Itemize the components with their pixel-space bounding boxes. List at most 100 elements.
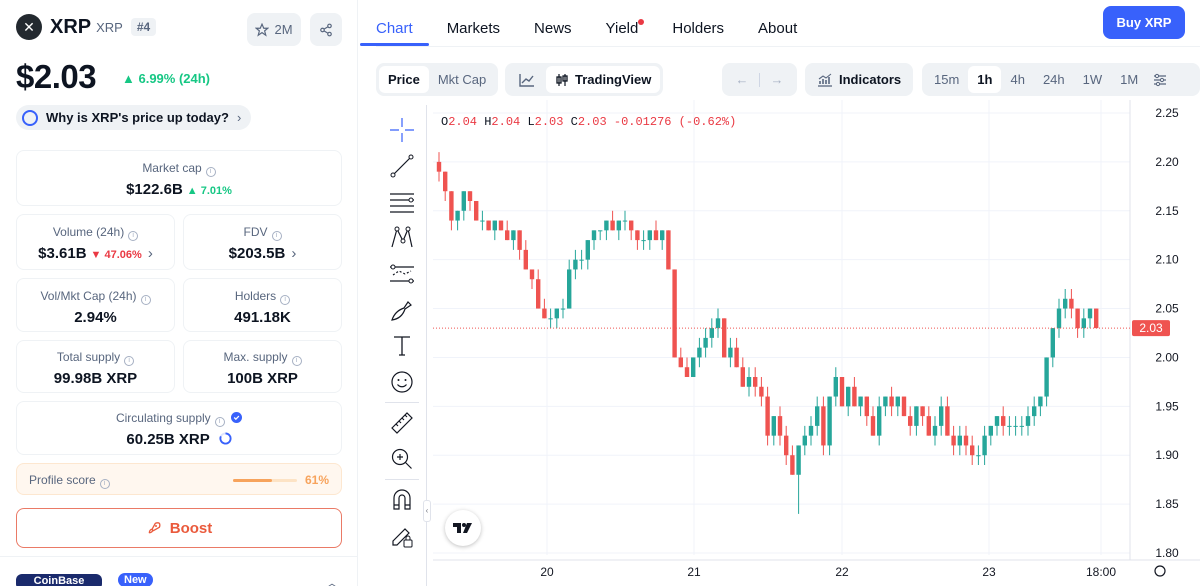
tab-chart[interactable]: Chart [360,0,429,46]
chevron-up-icon[interactable]: ︿ [326,576,339,586]
timeframe-1w[interactable]: 1W [1082,72,1103,87]
candle-body [616,220,621,231]
last-price-label: 2.03 [1139,321,1163,335]
measure-tool[interactable] [385,405,419,441]
candle-body [1056,308,1062,329]
price-toggle[interactable]: Price [379,66,429,93]
tab-holders[interactable]: Holders [672,20,725,37]
vol-mkt-cap-label: Vol/Mkt Cap (24h) i [17,289,174,305]
candle-body [703,337,708,348]
chevron-right-icon: › [147,245,153,262]
tab-about[interactable]: About [758,20,798,37]
timeframe-15m[interactable]: 15m [934,72,960,87]
info-icon[interactable]: i [271,231,282,241]
x-tick-label: 18:00 [1086,565,1116,579]
collapse-toolbar-button[interactable]: ‹ [423,500,431,522]
info-icon[interactable]: i [280,295,291,305]
emoji-tool[interactable] [385,364,419,400]
y-tick-label: 2.10 [1155,253,1179,267]
tab-yield[interactable]: Yield [606,0,645,46]
candle-body [591,230,597,241]
xrp-logo-icon: ✕ [16,14,42,40]
gear-icon [1154,565,1166,577]
high-value: 2.04 [491,115,521,129]
brush-tool[interactable] [385,292,419,328]
candle-body [641,240,646,242]
line-chart-button[interactable] [508,66,546,93]
share-button[interactable] [310,13,342,46]
candle-body [920,406,925,417]
tab-news[interactable]: News [534,20,572,37]
candle-body [1019,425,1024,427]
lock-drawings-tool[interactable] [385,518,419,554]
total-supply-value: 99.98B XRP [53,370,138,387]
fdv-label: FDV i [184,225,341,241]
candle-body [443,171,448,192]
close-value: 2.03 [577,115,607,129]
profile-score-value: 61% [304,473,329,487]
candle-body [951,435,956,446]
y-tick-label: 1.85 [1155,497,1179,511]
star-icon [255,22,270,37]
watchlist-button[interactable]: 2M [247,13,301,46]
fdv-card[interactable]: FDV i $203.5B › [183,214,342,270]
timeframe-4h[interactable]: 4h [1010,72,1025,87]
redo-button[interactable]: → [760,66,794,93]
mktcap-toggle[interactable]: Mkt Cap [437,72,487,87]
pencil-lock-icon [392,528,413,548]
info-icon[interactable]: i [214,417,225,427]
zoom-tool[interactable] [385,441,419,477]
high-label: H [484,115,492,129]
chevron-right-icon: › [236,110,242,125]
fib-tool[interactable] [385,184,419,220]
boost-button[interactable]: Boost [16,508,342,548]
buy-button[interactable]: Buy XRP [1103,6,1185,39]
timeframe-1m[interactable]: 1M [1120,72,1139,87]
info-icon[interactable]: i [291,356,302,366]
candle-body [914,406,919,426]
volume-card[interactable]: Volume (24h) i $3.61B ▼ 47.06% › [16,214,175,270]
price-chart[interactable]: 2.25 2.20 2.15 2.10 2.05 2.00 1.95 1.90 1.85 1.80… [433,100,1200,586]
text-tool[interactable] [385,328,419,364]
info-icon[interactable]: i [128,231,139,241]
candle-body [1087,308,1093,319]
boost-label: Boost [169,519,213,537]
candle-body [467,191,473,201]
tradingview-button[interactable]: TradingView [546,66,661,93]
coin-sidebar: ✕ XRP XRP #4 2M $2.03 ▲ 6.99% (24h) Why … [0,0,358,586]
candle-body [1069,298,1074,309]
new-badge: New [118,573,153,586]
price-change-24h: ▲ 6.99% (24h) [122,71,211,86]
info-icon[interactable]: i [99,479,110,489]
info-icon[interactable]: i [205,167,216,177]
y-tick-label: 2.15 [1155,204,1179,218]
candle-body [1025,416,1031,426]
vol-mkt-cap-value: 2.94% [74,309,117,326]
timeframe-1h[interactable]: 1h [968,66,1002,93]
tradingview-logo[interactable] [445,510,481,546]
why-price-up-link[interactable]: Why is XRP's price up today? › [16,105,252,130]
tab-markets[interactable]: Markets [446,20,501,37]
candle-body [932,425,938,436]
low-label: L [527,115,535,129]
candle-body [1081,318,1086,329]
info-icon[interactable]: i [140,295,151,305]
undo-button[interactable]: ← [725,66,759,93]
info-icon[interactable]: i [124,356,135,366]
trendline-tool[interactable] [385,148,419,184]
coinbase-banner[interactable]: CoinBase [16,574,102,586]
indicators-label: Indicators [839,72,902,87]
chart-settings-button[interactable] [1147,66,1173,93]
tv-logo-icon [453,523,472,533]
crosshair-tool[interactable] [385,112,419,148]
prediction-tool[interactable] [385,256,419,292]
magnet-tool[interactable] [385,482,419,518]
profile-score-bar[interactable]: Profile score i 61% [16,463,342,495]
candle-body [740,367,745,387]
candle-body [492,220,497,231]
y-tick-label: 2.20 [1155,155,1179,169]
indicators-button[interactable]: Indicators [808,66,910,93]
market-cap-card[interactable]: Market cap i $122.6B ▲ 7.01% [16,150,342,206]
timeframe-24h[interactable]: 24h [1042,72,1065,87]
pattern-tool[interactable] [385,220,419,256]
